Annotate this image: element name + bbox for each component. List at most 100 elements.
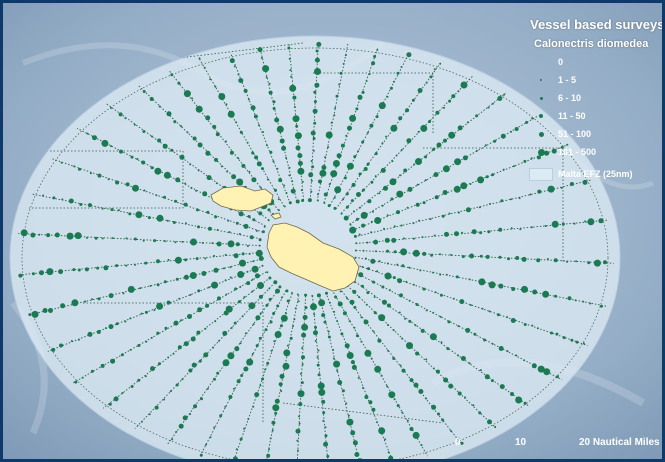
sighting-point: [461, 231, 464, 234]
sighting-point: [139, 287, 142, 290]
sighting-point: [251, 278, 254, 281]
sighting-point: [366, 291, 370, 295]
sighting-point: [333, 310, 336, 313]
sighting-point: [384, 438, 387, 441]
sighting-point: [523, 323, 527, 326]
outer-transect: [21, 47, 609, 459]
sighting-point: [555, 375, 559, 379]
sighting-point: [79, 203, 83, 206]
legend-class-row: 11 - 50: [528, 107, 662, 125]
sighting-point: [266, 271, 269, 274]
sighting-point: [279, 138, 285, 144]
sighting-point: [582, 179, 588, 185]
sighting-point: [246, 281, 251, 286]
sighting-point: [382, 299, 387, 305]
sighting-point: [299, 372, 302, 375]
sighting-point: [396, 190, 404, 198]
sighting-point: [204, 443, 207, 446]
sighting-point: [271, 420, 276, 425]
sighting-point: [163, 240, 166, 243]
sighting-point: [84, 267, 89, 272]
sighting-point: [118, 112, 123, 117]
sighting-point: [411, 98, 415, 102]
sighting-point: [324, 156, 327, 159]
sighting-point: [344, 54, 347, 57]
sighting-point: [269, 150, 273, 154]
sighting-point: [237, 271, 245, 278]
sighting-point: [81, 376, 84, 379]
sighting-point: [457, 211, 460, 214]
sighting-point: [174, 256, 182, 264]
sighting-point: [229, 276, 232, 279]
sighting-point: [472, 404, 475, 407]
sighting-point: [506, 316, 509, 319]
survey-loop: [29, 150, 184, 209]
sighting-point: [287, 46, 291, 50]
sighting-point: [420, 444, 423, 447]
sighting-point: [195, 257, 199, 261]
sighting-point: [342, 198, 345, 201]
sighting-point: [498, 283, 504, 289]
sighting-point: [294, 307, 297, 310]
sighting-point: [190, 336, 196, 342]
sighting-point: [371, 407, 376, 412]
sighting-point: [201, 271, 207, 276]
sighting-point: [243, 366, 249, 372]
sighting-point: [51, 347, 56, 352]
sighting-point: [334, 295, 338, 299]
sighting-point: [368, 400, 373, 405]
sighting-point: [233, 321, 237, 325]
sighting-point: [328, 301, 331, 304]
sighting-point: [393, 398, 396, 401]
survey-transect: [350, 269, 563, 381]
sighting-point: [196, 330, 201, 335]
sighting-point: [555, 332, 559, 336]
sighting-point: [252, 405, 255, 408]
sighting-point: [154, 405, 159, 410]
sighting-point: [140, 420, 143, 423]
sighting-point: [367, 267, 370, 271]
sighting-point: [515, 396, 523, 404]
sighting-point: [471, 229, 477, 235]
sighting-point: [352, 440, 358, 446]
sighting-point: [258, 294, 263, 299]
sighting-point: [301, 332, 307, 338]
sighting-point: [412, 237, 415, 240]
sighting-point: [431, 404, 437, 410]
sighting-point: [332, 160, 340, 167]
sighting-point: [321, 165, 327, 170]
legend-class-row: 51 - 100: [528, 125, 662, 143]
sighting-point: [330, 121, 333, 124]
survey-transect: [296, 295, 307, 459]
sighting-point: [195, 105, 203, 113]
sighting-point: [236, 379, 241, 384]
sighting-point: [248, 252, 251, 255]
sighting-point: [310, 303, 317, 311]
sighting-point: [255, 249, 263, 257]
sighting-point: [247, 418, 250, 420]
legend-eez-label: Malta EFZ (25nm): [558, 169, 633, 179]
sighting-point: [406, 419, 409, 422]
sighting-point: [203, 66, 206, 69]
sighting-point: [238, 233, 241, 235]
sighting-point: [225, 140, 227, 143]
sighting-point: [561, 222, 565, 226]
sighting-point: [310, 130, 316, 136]
sighting-point: [355, 107, 359, 111]
sighting-point: [519, 228, 522, 231]
sighting-point: [345, 192, 349, 196]
sighting-point: [371, 210, 374, 213]
sighting-point: [598, 218, 604, 224]
sighting-point: [351, 182, 356, 187]
sighting-point: [304, 306, 308, 310]
survey-transect: [345, 92, 507, 219]
sighting-point: [371, 61, 376, 66]
sighting-point: [288, 166, 291, 169]
sighting-point: [582, 342, 585, 345]
sighting-point: [241, 252, 245, 256]
sighting-point: [182, 415, 188, 421]
sighting-point: [173, 120, 177, 124]
sighting-point: [178, 297, 181, 300]
sighting-point: [171, 438, 174, 441]
sighting-point: [108, 324, 114, 330]
